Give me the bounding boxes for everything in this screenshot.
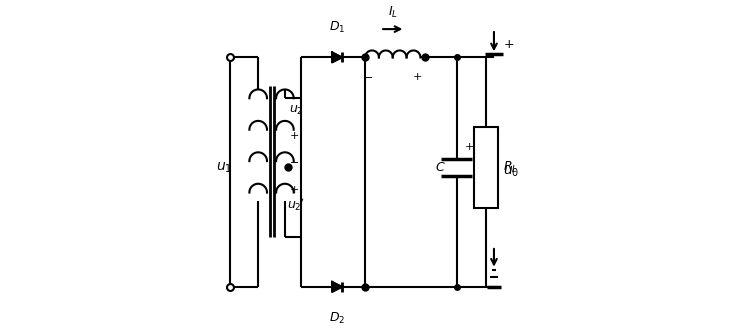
Text: $u_2$$'$: $u_2$$'$ xyxy=(288,197,306,213)
Text: $I_L$: $I_L$ xyxy=(388,5,398,20)
Text: $u_2$: $u_2$ xyxy=(289,104,304,118)
Text: $+$: $+$ xyxy=(288,130,299,141)
Text: $D_1$: $D_1$ xyxy=(329,20,345,35)
Text: $+$: $+$ xyxy=(412,71,422,82)
Text: $-$: $-$ xyxy=(288,156,299,166)
Text: $-$: $-$ xyxy=(363,71,374,81)
Text: $u_0$: $u_0$ xyxy=(503,165,520,179)
Text: $R_L$: $R_L$ xyxy=(503,160,518,175)
Text: $+$: $+$ xyxy=(288,184,299,195)
Bar xyxy=(474,126,498,208)
Text: $D_2$: $D_2$ xyxy=(329,310,345,326)
Polygon shape xyxy=(332,52,342,63)
Polygon shape xyxy=(332,282,342,292)
Text: $u_1$: $u_1$ xyxy=(216,160,232,175)
Text: $+$: $+$ xyxy=(503,38,515,51)
Text: $+$: $+$ xyxy=(464,141,475,152)
Text: $C$: $C$ xyxy=(435,161,446,174)
